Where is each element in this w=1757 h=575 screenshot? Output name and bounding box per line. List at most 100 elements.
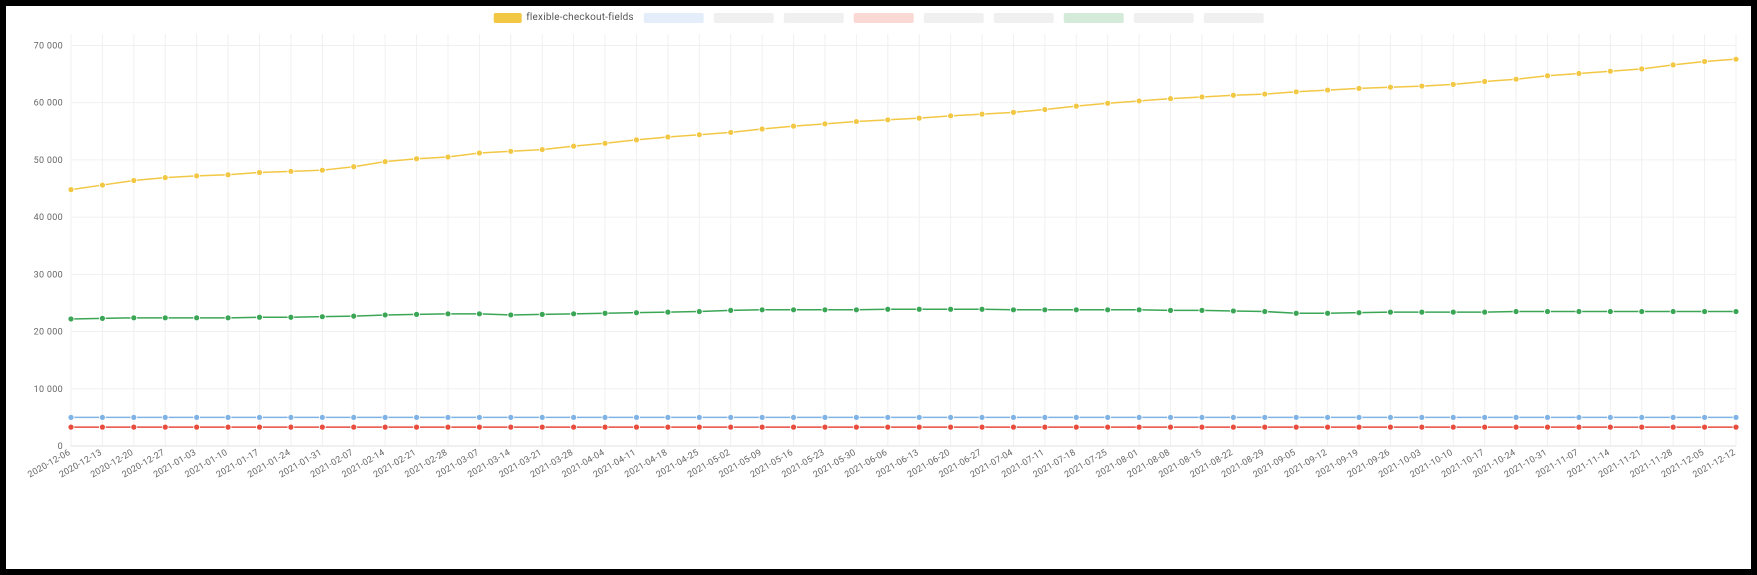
series-marker-series-red [1293, 424, 1299, 430]
series-marker-series-red [1607, 424, 1613, 430]
series-marker-series-red [1513, 424, 1519, 430]
series-marker-series-green [1702, 309, 1708, 315]
y-tick-label: 20 000 [34, 328, 63, 338]
series-marker-series-blue [948, 414, 954, 420]
series-marker-series-green [979, 306, 985, 312]
series-marker-flexible-checkout-fields [508, 148, 514, 154]
series-marker-series-blue [822, 414, 828, 420]
series-marker-series-red [1136, 424, 1142, 430]
series-marker-series-green [445, 311, 451, 317]
series-marker-series-green [696, 309, 702, 315]
series-marker-flexible-checkout-fields [225, 172, 231, 178]
series-marker-series-red [1199, 424, 1205, 430]
series-marker-series-blue [476, 414, 482, 420]
series-marker-series-red [571, 424, 577, 430]
series-marker-series-green [1607, 309, 1613, 315]
series-marker-series-red [1702, 424, 1708, 430]
series-marker-flexible-checkout-fields [1105, 100, 1111, 106]
series-marker-series-blue [1105, 414, 1111, 420]
series-marker-series-green [256, 314, 262, 320]
series-marker-series-green [351, 313, 357, 319]
series-marker-series-blue [1513, 414, 1519, 420]
y-tick-label: 60 000 [34, 99, 63, 109]
series-marker-series-blue [916, 414, 922, 420]
series-marker-series-blue [1545, 414, 1551, 420]
series-marker-series-blue [979, 414, 985, 420]
series-marker-series-red [633, 424, 639, 430]
series-marker-series-green [822, 307, 828, 313]
series-marker-flexible-checkout-fields [1702, 58, 1708, 64]
y-tick-label: 10 000 [34, 385, 63, 395]
series-marker-series-blue [1576, 414, 1582, 420]
series-marker-series-blue [194, 414, 200, 420]
y-tick-label: 70 000 [34, 41, 63, 51]
series-marker-flexible-checkout-fields [256, 169, 262, 175]
series-marker-series-red [791, 424, 797, 430]
series-marker-flexible-checkout-fields [288, 168, 294, 174]
series-marker-series-red [414, 424, 420, 430]
series-marker-flexible-checkout-fields [759, 126, 765, 132]
series-marker-series-green [382, 312, 388, 318]
series-marker-series-red [1387, 424, 1393, 430]
series-marker-flexible-checkout-fields [1639, 66, 1645, 72]
series-marker-flexible-checkout-fields [1262, 91, 1268, 97]
series-marker-flexible-checkout-fields [1545, 73, 1551, 79]
series-marker-flexible-checkout-fields [916, 115, 922, 121]
series-marker-flexible-checkout-fields [1293, 89, 1299, 95]
series-marker-flexible-checkout-fields [853, 119, 859, 125]
series-marker-series-green [916, 306, 922, 312]
series-marker-series-red [194, 424, 200, 430]
series-marker-flexible-checkout-fields [665, 134, 671, 140]
series-marker-series-blue [1325, 414, 1331, 420]
series-marker-series-green [1168, 307, 1174, 313]
series-marker-flexible-checkout-fields [476, 150, 482, 156]
series-marker-flexible-checkout-fields [602, 140, 608, 146]
series-marker-series-red [382, 424, 388, 430]
series-marker-series-red [476, 424, 482, 430]
series-marker-flexible-checkout-fields [1607, 68, 1613, 74]
series-marker-flexible-checkout-fields [885, 117, 891, 123]
series-marker-series-blue [696, 414, 702, 420]
series-marker-series-red [1482, 424, 1488, 430]
series-marker-series-blue [162, 414, 168, 420]
series-marker-series-blue [1199, 414, 1205, 420]
series-marker-flexible-checkout-fields [445, 154, 451, 160]
series-marker-series-green [68, 316, 74, 322]
series-marker-series-blue [1733, 414, 1739, 420]
chart-frame: flexible-checkout-fields 010 00020 00030… [6, 6, 1751, 569]
series-marker-flexible-checkout-fields [539, 147, 545, 153]
series-marker-flexible-checkout-fields [1325, 87, 1331, 93]
y-tick-label: 40 000 [34, 213, 63, 223]
series-marker-flexible-checkout-fields [1733, 56, 1739, 62]
series-marker-series-blue [1136, 414, 1142, 420]
series-marker-series-green [131, 315, 137, 321]
series-marker-series-red [1325, 424, 1331, 430]
series-marker-series-green [1450, 309, 1456, 315]
series-marker-series-red [1670, 424, 1676, 430]
series-marker-flexible-checkout-fields [319, 167, 325, 173]
series-marker-series-red [822, 424, 828, 430]
series-marker-series-green [1576, 309, 1582, 315]
series-marker-series-red [508, 424, 514, 430]
series-marker-series-red [1105, 424, 1111, 430]
series-marker-series-blue [759, 414, 765, 420]
series-marker-series-blue [602, 414, 608, 420]
series-marker-series-blue [1450, 414, 1456, 420]
series-marker-series-red [225, 424, 231, 430]
series-marker-series-blue [1293, 414, 1299, 420]
series-marker-series-red [665, 424, 671, 430]
series-marker-flexible-checkout-fields [162, 175, 168, 181]
series-marker-series-blue [1702, 414, 1708, 420]
series-marker-series-green [885, 306, 891, 312]
series-marker-series-blue [1387, 414, 1393, 420]
series-marker-flexible-checkout-fields [571, 143, 577, 149]
series-marker-flexible-checkout-fields [1482, 78, 1488, 84]
series-marker-series-blue [1356, 414, 1362, 420]
series-marker-series-green [1545, 309, 1551, 315]
series-marker-series-red [979, 424, 985, 430]
series-marker-series-green [508, 312, 514, 318]
series-marker-flexible-checkout-fields [194, 173, 200, 179]
series-marker-flexible-checkout-fields [1356, 85, 1362, 91]
series-marker-series-green [1136, 307, 1142, 313]
series-marker-series-red [1010, 424, 1016, 430]
